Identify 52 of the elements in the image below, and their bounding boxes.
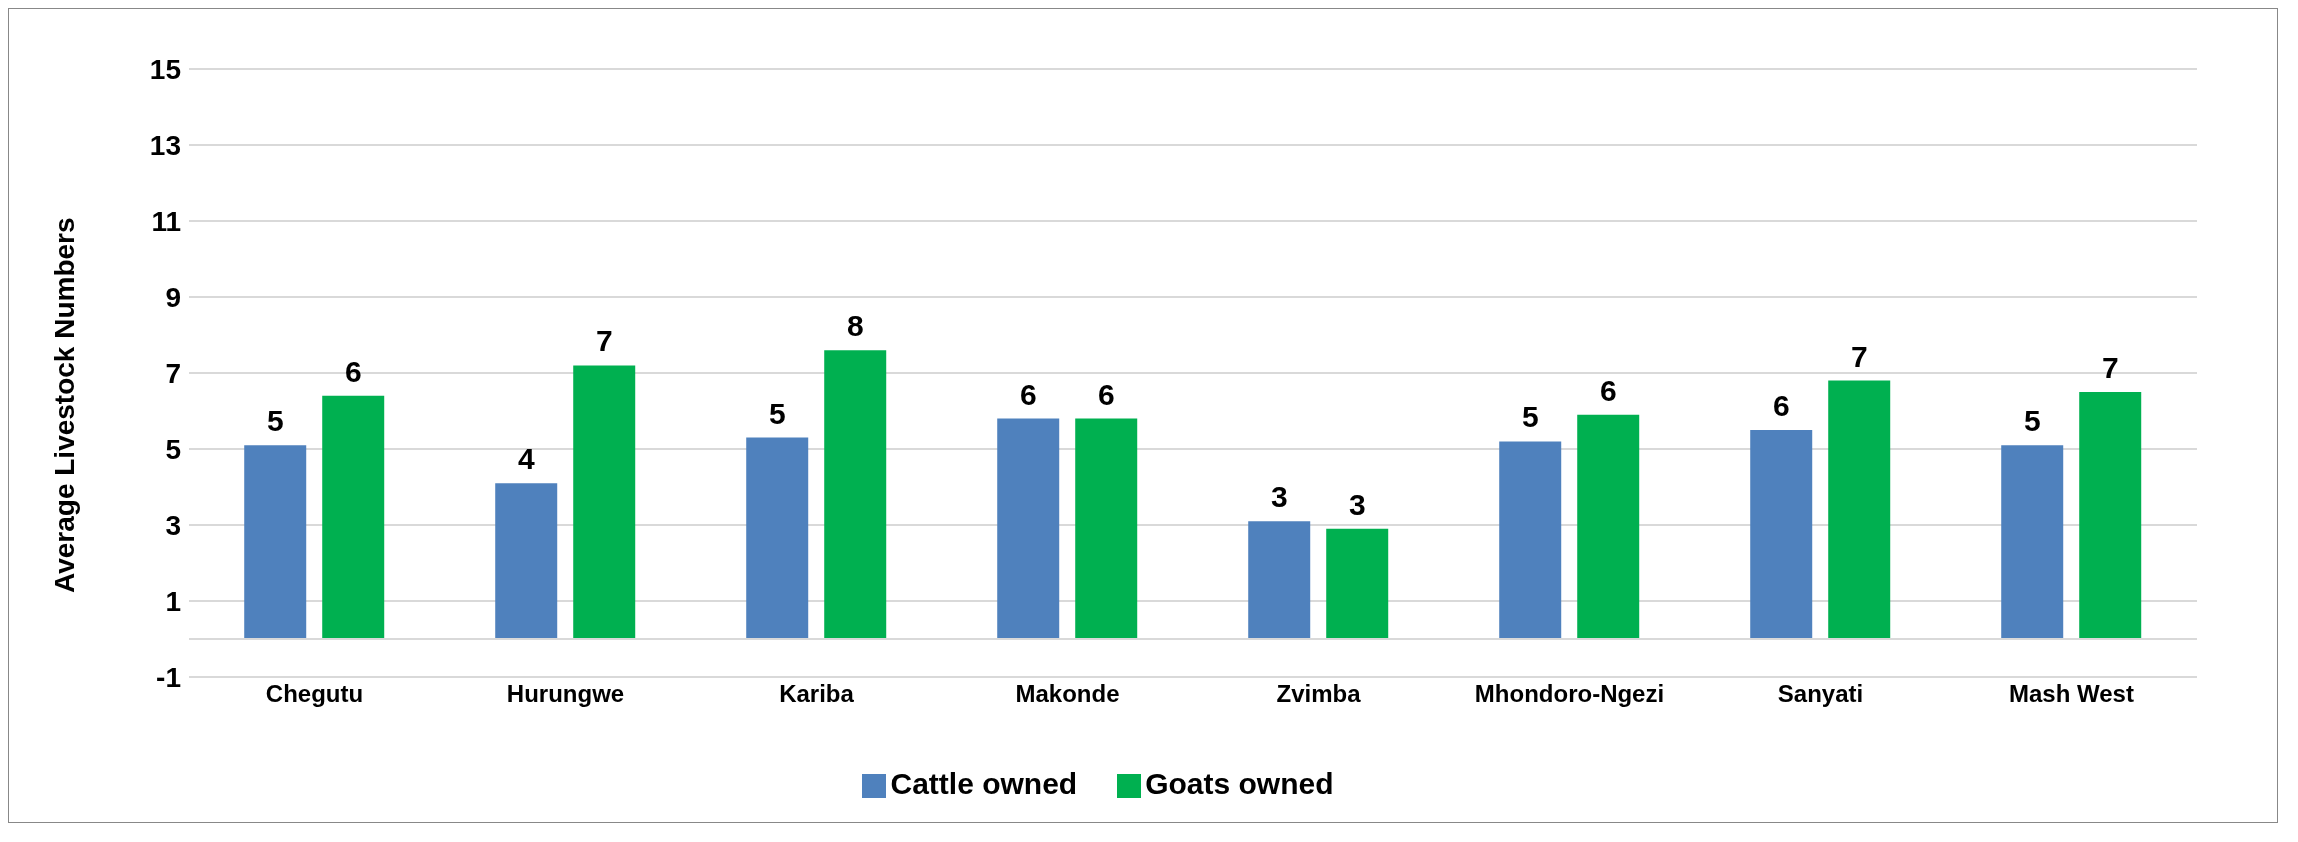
y-tick-label: 1 (165, 585, 181, 617)
bar (1750, 430, 1813, 639)
x-tick-label: Zvimba (1276, 680, 1362, 708)
data-label: 7 (2101, 351, 2119, 384)
y-tick-label: 11 (151, 205, 181, 237)
x-tick-label: Mhondoro-Ngezi (1474, 680, 1665, 708)
y-tick-label: -1 (156, 661, 181, 693)
bar (1075, 418, 1138, 639)
data-label: 7 (1850, 339, 1868, 373)
data-label: 7 (595, 324, 613, 358)
y-tick-label: 3 (165, 509, 181, 541)
legend-label: Goats owned (1145, 767, 1334, 800)
x-tick-label: Kariba (779, 680, 855, 708)
bar (1577, 414, 1640, 639)
x-tick-label: Makonde (1015, 680, 1120, 708)
x-tick-label: Sanyati (1777, 680, 1864, 708)
y-tick-label: 7 (165, 357, 181, 389)
bar (573, 365, 636, 639)
data-label: 3 (1348, 487, 1366, 521)
bar (2079, 392, 2142, 639)
bar (746, 437, 809, 639)
y-tick-label: 13 (149, 129, 181, 161)
x-tick-label: Hurungwe (506, 680, 625, 708)
bar (322, 395, 385, 639)
legend-label: Cattle owned (890, 767, 1078, 800)
bar (997, 418, 1060, 639)
data-label: 6 (1097, 377, 1115, 411)
bar (2001, 445, 2064, 639)
bar (824, 350, 887, 639)
bar (1326, 528, 1389, 639)
data-label: 6 (344, 354, 362, 388)
data-label: 5 (1521, 400, 1539, 434)
data-label: 5 (266, 404, 284, 438)
data-label: 8 (846, 309, 864, 343)
data-label: 5 (768, 396, 786, 430)
data-label: 6 (1599, 373, 1617, 407)
data-label: 6 (1019, 377, 1037, 411)
bar (495, 483, 558, 639)
data-label: 3 (1270, 480, 1288, 514)
x-tick-label: Chegutu (265, 680, 364, 708)
bar (1499, 441, 1562, 639)
y-tick-label: 9 (165, 281, 181, 313)
y-tick-label: 5 (165, 433, 181, 465)
bar (1828, 380, 1891, 639)
y-axis-title: Average Livestock Numbers (48, 217, 80, 593)
bar (1248, 521, 1311, 639)
data-label: 5 (2023, 404, 2041, 438)
bar (244, 445, 307, 639)
data-label: 6 (1772, 389, 1790, 422)
x-tick-label: Mash West (2009, 680, 2134, 708)
y-tick-label: 15 (149, 53, 181, 85)
data-label: 4 (517, 442, 535, 476)
